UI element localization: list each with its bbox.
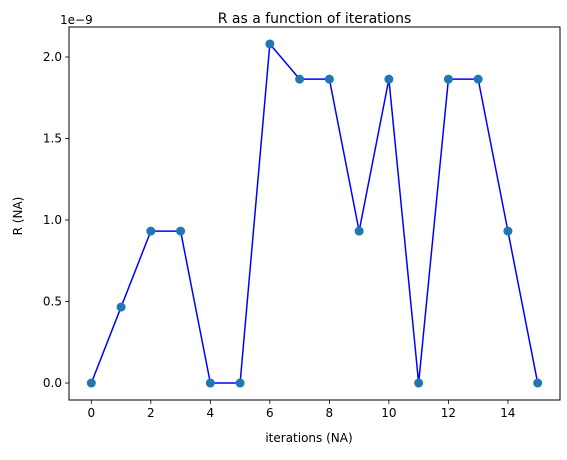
data-point	[235, 378, 245, 388]
x-tick-label: 4	[207, 406, 215, 420]
y-axis-label: R (NA)	[11, 197, 25, 236]
x-tick-label: 8	[326, 406, 334, 420]
x-tick-label: 12	[441, 406, 456, 420]
data-point	[265, 39, 275, 49]
data-point	[443, 74, 453, 84]
series-line	[90, 43, 539, 384]
data-point	[116, 302, 126, 312]
data-point	[503, 226, 513, 236]
x-tick-label: 6	[266, 406, 274, 420]
x-tick-label: 10	[381, 406, 396, 420]
y-tick-label: 2.0	[43, 50, 62, 64]
data-point	[205, 378, 215, 388]
data-point	[295, 74, 305, 84]
y-offset-label: 1e−9	[60, 13, 93, 27]
data-point	[86, 378, 96, 388]
data-point	[176, 226, 186, 236]
y-tick-label: 1.0	[43, 213, 62, 227]
data-point	[324, 74, 334, 84]
chart-title: R as a function of iterations	[218, 11, 412, 27]
y-tick-label: 0.0	[43, 376, 62, 390]
x-tick-label: 2	[147, 406, 155, 420]
data-point	[414, 378, 424, 388]
data-point	[354, 226, 364, 236]
data-point	[533, 378, 543, 388]
series-layer	[86, 39, 543, 388]
data-point	[146, 226, 156, 236]
data-point	[384, 74, 394, 84]
y-tick-label: 0.5	[43, 295, 62, 309]
x-axis-label: iterations (NA)	[265, 431, 352, 445]
y-tick-label: 1.5	[43, 132, 62, 146]
data-point	[473, 74, 483, 84]
x-tick-label: 0	[87, 406, 95, 420]
plot-frame	[68, 26, 561, 401]
x-tick-label: 14	[500, 406, 515, 420]
ticks-layer: 0 2 4 6 8 10 12 14 0.0 0.5 1.0 1.5 2.0	[43, 50, 516, 420]
